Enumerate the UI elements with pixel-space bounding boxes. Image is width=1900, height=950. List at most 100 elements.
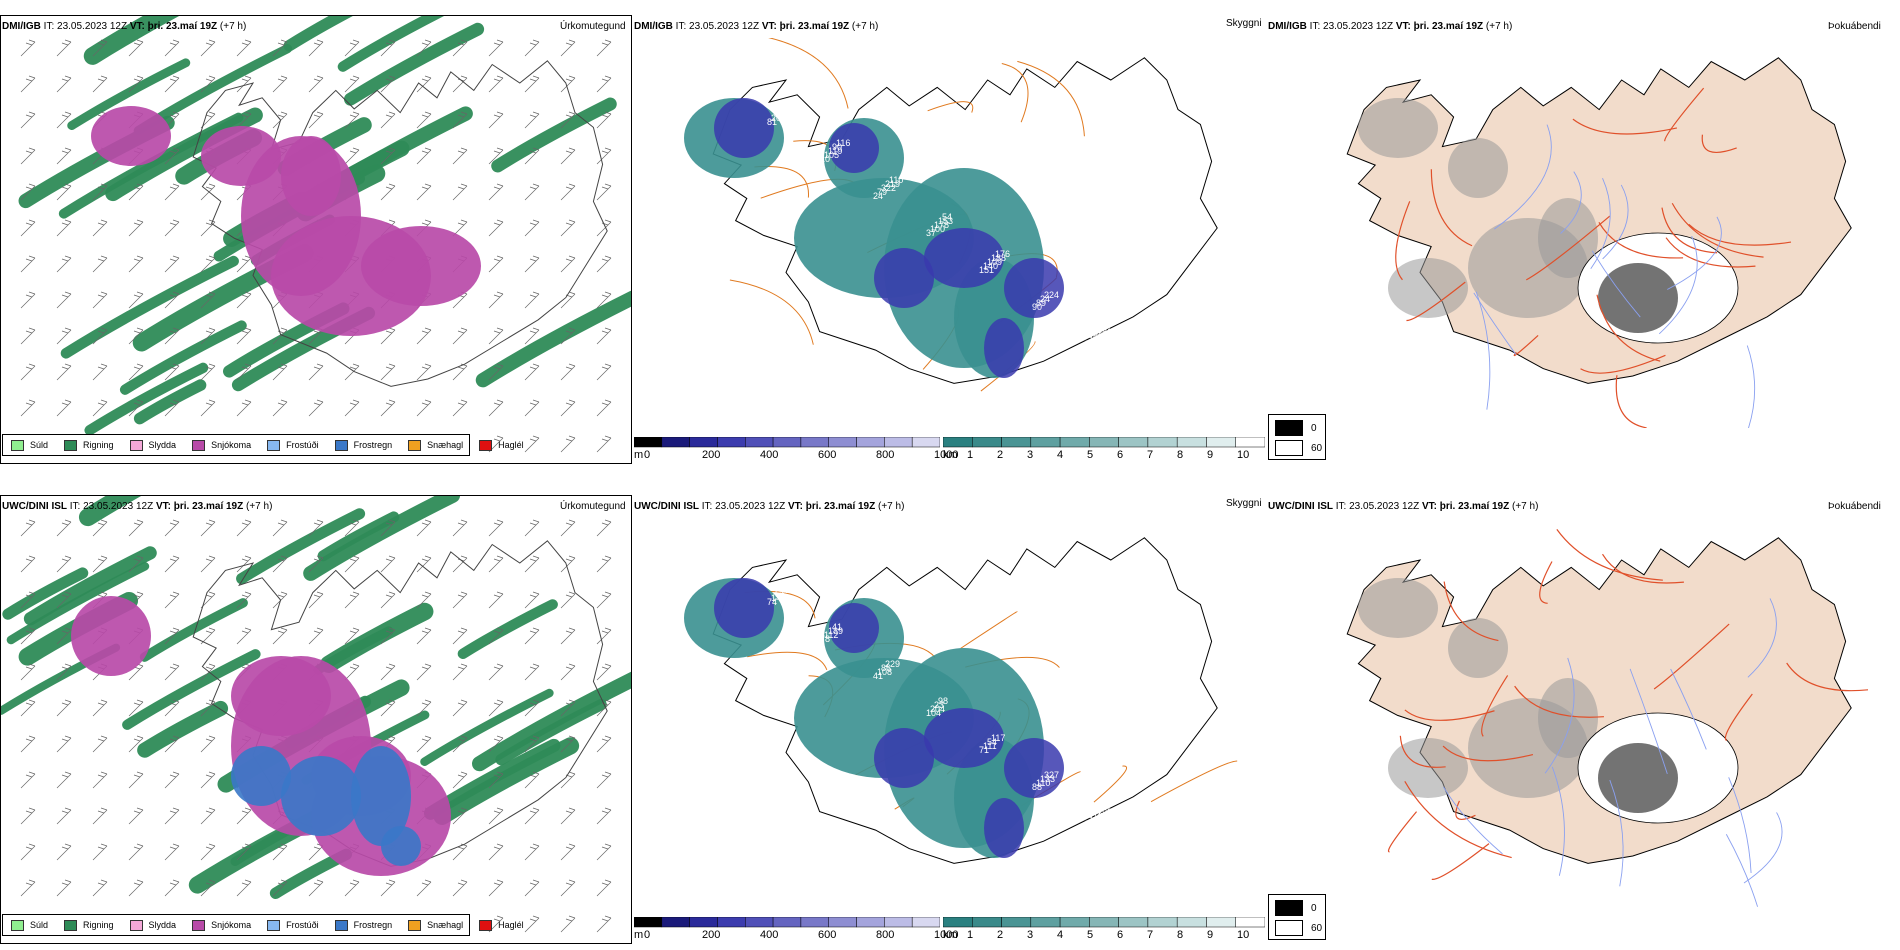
fog-panel-title: Þokuábendi — [1828, 21, 1881, 32]
fog-legend-label: 60 — [1311, 922, 1323, 934]
vt-value: þri. 23.maí 19Z — [173, 501, 244, 512]
colorbar-tick: 3 — [1027, 449, 1034, 461]
colorbar-tick: 1000 — [934, 449, 959, 461]
precip-map-canvas — [18, 16, 631, 453]
fog-legend-label: 0 — [1311, 422, 1317, 434]
cloud-base-value: 112 — [824, 630, 838, 640]
cloud-base-value: 90 — [832, 142, 842, 152]
lead-time: (+7 h) — [246, 501, 273, 512]
colorbar-tick: 4 — [1057, 449, 1064, 461]
vt-label: VT: — [155, 501, 171, 512]
cloud-base-value: 98 — [938, 696, 948, 706]
legend-item: Slydda — [129, 439, 177, 451]
precip-type-map — [0, 495, 632, 944]
colorbar-unit: km — [943, 449, 958, 461]
legend-swatch — [192, 439, 206, 451]
cloud-base-value: 139 — [730, 844, 745, 854]
cloud-base-value: 41 — [832, 622, 842, 632]
cloud-base-value: 62 — [718, 376, 728, 386]
precip-type-map — [0, 15, 632, 464]
fog-map-canvas — [1346, 529, 1868, 907]
legend-swatch — [64, 439, 78, 451]
model-name: UWC/DINI ISL — [1268, 501, 1333, 512]
it-label: IT: — [1335, 501, 1347, 512]
it-value: 23.05.2023 12Z — [1349, 501, 1420, 512]
legend-label: Frostregn — [353, 440, 393, 450]
colorbar-tick: 1000 — [934, 929, 959, 941]
legend-item: Frostúði — [267, 919, 319, 931]
panel-header: UWC/DINI ISL IT: 23.05.2023 12Z VT: þri.… — [634, 501, 904, 512]
cloud-base-value: 327 — [1044, 770, 1059, 780]
it-value: 23.05.2023 12Z — [83, 501, 154, 512]
legend-swatch — [479, 439, 493, 451]
fog-legend-row: 60 — [1275, 440, 1322, 456]
cloud-base-value: 224 — [1044, 290, 1059, 300]
legend-label: Frostregn — [353, 920, 393, 930]
vt-value: þri. 23.maí 19Z — [1413, 21, 1484, 32]
colorbar-tick: 0 — [644, 449, 651, 461]
cloud-base-value: 133 — [1040, 774, 1055, 784]
visibility-colorbar-km: km 1 2 3 4 5 6 7 8 9 10 — [943, 437, 1265, 465]
cloud-base-value: 126 — [783, 101, 798, 111]
cloud-base-value: 55 — [1085, 819, 1095, 829]
fog-legend-label: 0 — [1311, 902, 1317, 914]
legend-label: Súld — [30, 920, 49, 930]
model-name: UWC/DINI ISL — [634, 501, 699, 512]
legend-label: Súld — [30, 440, 49, 450]
lead-time: (+7 h) — [1512, 501, 1539, 512]
vt-label: VT: — [1395, 21, 1411, 32]
it-value: 23.05.2023 12Z — [57, 21, 128, 32]
cloud-base-value: 107 — [722, 852, 737, 862]
cloud-base-value: 140 — [771, 593, 786, 603]
cloud-base-value: 180 — [775, 109, 790, 119]
lead-time: (+7 h) — [851, 21, 879, 32]
panel-header: DMI/IGB IT: 23.05.2023 12Z VT: þri. 23.m… — [634, 21, 878, 32]
lead-time: (+7 h) — [878, 501, 905, 512]
cloud-panel-title: Skyggni — [1226, 498, 1262, 509]
visibility-colorbar-km: km 1 2 3 4 5 6 7 8 9 10 — [943, 917, 1265, 945]
colorbar-tick: 7 — [1147, 929, 1154, 941]
panel-header: UWC/DINI ISL IT: 23.05.2023 12Z VT: þri.… — [1268, 501, 1538, 512]
cloud-base-value: 117 — [991, 733, 1005, 743]
cloud-base-value: 204 — [930, 704, 945, 714]
cloud-base-value: 15 — [714, 80, 724, 90]
cloud-base-value: 78 — [820, 634, 830, 644]
cloud-base-value: 90 — [1032, 302, 1042, 312]
legend-label: Slydda — [148, 440, 177, 450]
cloud-base-value: 153 — [938, 216, 953, 226]
cloud-base-value: 71 — [979, 745, 989, 755]
colorbar-tick: 800 — [876, 929, 895, 941]
legend-swatch — [267, 919, 281, 931]
colorbar-tick: 9 — [1207, 929, 1214, 941]
colorbar-km-strip — [943, 917, 1265, 928]
vt-label: VT: — [761, 21, 777, 32]
colorbar-tick: 2 — [997, 449, 1004, 461]
colorbar-tick: 400 — [760, 449, 779, 461]
legend-label: Snjókoma — [211, 920, 252, 930]
legend-item: Haglél — [479, 919, 524, 931]
fog-indicator-map — [1268, 518, 1868, 908]
legend-label: Frostúði — [286, 440, 319, 450]
fog-legend-row: 0 — [1275, 900, 1317, 916]
legend-swatch — [408, 439, 422, 451]
legend-swatch — [408, 919, 422, 931]
cloud-base-value: 158 — [714, 560, 729, 570]
legend-item: Súld — [11, 919, 49, 931]
cloud-base-value: 53 — [775, 589, 785, 599]
cloud-base-value: 116 — [722, 372, 736, 382]
lead-time: (+7 h) — [1485, 21, 1513, 32]
cloud-base-value: 110 — [889, 175, 903, 185]
legend-item: Frostregn — [334, 439, 393, 451]
cloud-base-value: 140 — [983, 261, 998, 271]
colorbar-tick: 10 — [1237, 449, 1250, 461]
cloud-base-value: 192 — [783, 581, 798, 591]
cloud-base-value: 20 — [771, 113, 781, 123]
it-value: 23.05.2023 12Z — [1323, 21, 1394, 32]
precip-map-canvas — [1, 496, 631, 933]
cloud-base-value: 209 — [726, 368, 741, 378]
panel-header: DMI/IGB IT: 23.05.2023 12Z VT: þri. 23.m… — [2, 21, 246, 32]
colorbar-tick: 8 — [1177, 449, 1184, 461]
cloud-base-value: 86 — [881, 663, 891, 673]
legend-label: Rigning — [83, 440, 114, 450]
colorbar-tick: 200 — [702, 449, 721, 461]
